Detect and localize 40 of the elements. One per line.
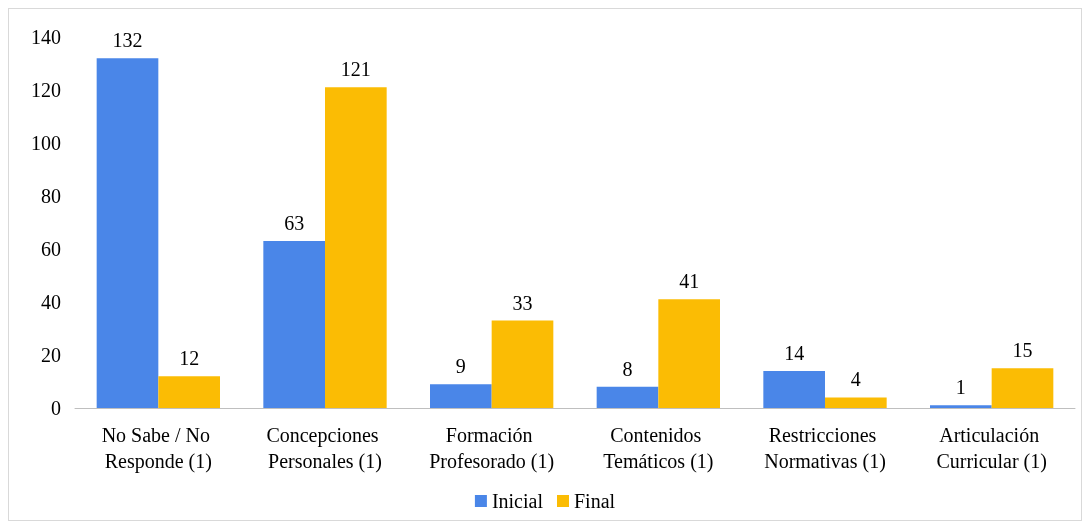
legend-label: Final	[573, 490, 616, 512]
bar	[263, 241, 325, 408]
data-label: 63	[284, 212, 305, 235]
y-tick-label: 0	[51, 397, 61, 419]
bar	[825, 397, 887, 408]
data-label: 15	[1012, 339, 1033, 362]
bar	[430, 384, 492, 408]
x-tick-label: Contenidos Temáticos (1)	[603, 424, 714, 473]
y-tick-label: 40	[41, 291, 61, 313]
data-label: 41	[679, 270, 700, 293]
y-tick-label: 100	[31, 132, 61, 154]
data-label: 9	[455, 355, 466, 378]
data-label: 14	[784, 341, 805, 364]
data-label: 8	[622, 357, 633, 380]
x-tick-label: Articulación Curricular (1)	[936, 424, 1047, 473]
x-tick-label: No Sabe / No Responde (1)	[101, 424, 215, 473]
y-tick-label: 140	[31, 26, 61, 48]
bar	[596, 386, 659, 408]
bar	[158, 376, 220, 408]
y-tick-label: 80	[41, 185, 61, 207]
bar	[991, 368, 1054, 408]
bar	[96, 58, 159, 408]
data-label: 4	[850, 368, 861, 391]
data-label: 132	[112, 29, 143, 52]
y-tick-label: 20	[41, 344, 61, 366]
data-label: 1	[955, 376, 966, 399]
data-label: 121	[340, 58, 371, 81]
bar	[658, 299, 720, 408]
bar	[325, 87, 387, 408]
x-tick-label: Concepciones Personales (1)	[266, 424, 384, 473]
y-tick-label: 60	[41, 238, 61, 260]
bar	[491, 320, 554, 408]
data-label: 33	[512, 291, 533, 314]
legend-label: Inicial	[491, 490, 544, 512]
bar	[763, 370, 825, 408]
x-tick-label: Formación Profesorado (1)	[429, 424, 555, 473]
x-tick-label: Restricciones Normativas (1)	[764, 424, 886, 473]
bar	[930, 405, 992, 408]
data-label: 12	[179, 347, 200, 370]
y-tick-label: 120	[31, 79, 61, 101]
